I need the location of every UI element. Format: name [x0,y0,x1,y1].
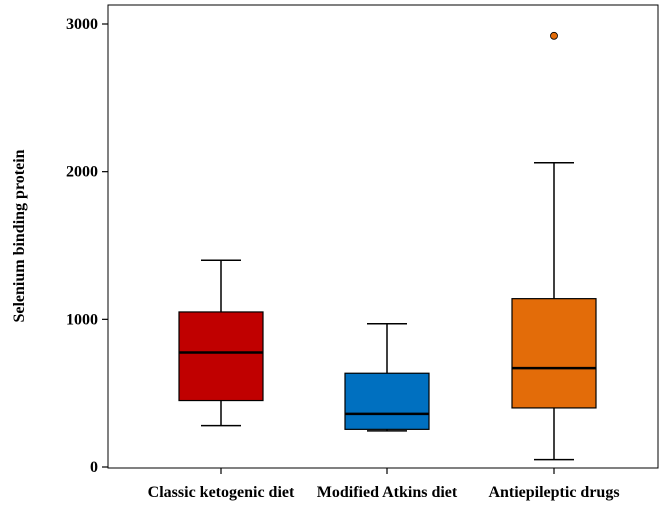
y-tick-label-0: 0 [90,459,98,476]
y-tick-label-2000: 2000 [66,164,98,181]
x-tick-label-1: Classic ketogenic diet [148,484,295,501]
iqr-box [344,372,430,430]
y-axis-label: Selenium binding protein [11,149,28,322]
plot-frame [107,4,659,469]
y-axis-ticks: 0 1000 2000 3000 [66,16,108,476]
outlier-point [550,31,558,40]
y-tick-label-3000: 3000 [66,16,98,33]
x-tick-label-2: Modified Atkins diet [317,484,458,501]
axes [107,4,659,469]
x-axis-labels: Classic ketogenic diet Modified Atkins di… [148,484,620,501]
y-tick-label-1000: 1000 [66,311,98,328]
box-2 [344,323,430,474]
iqr-box [511,298,597,409]
box-1 [178,259,264,474]
x-tick-label-3: Antiepileptic drugs [488,484,619,501]
box-3 [511,31,597,474]
iqr-box [178,311,264,402]
boxes [178,31,597,474]
